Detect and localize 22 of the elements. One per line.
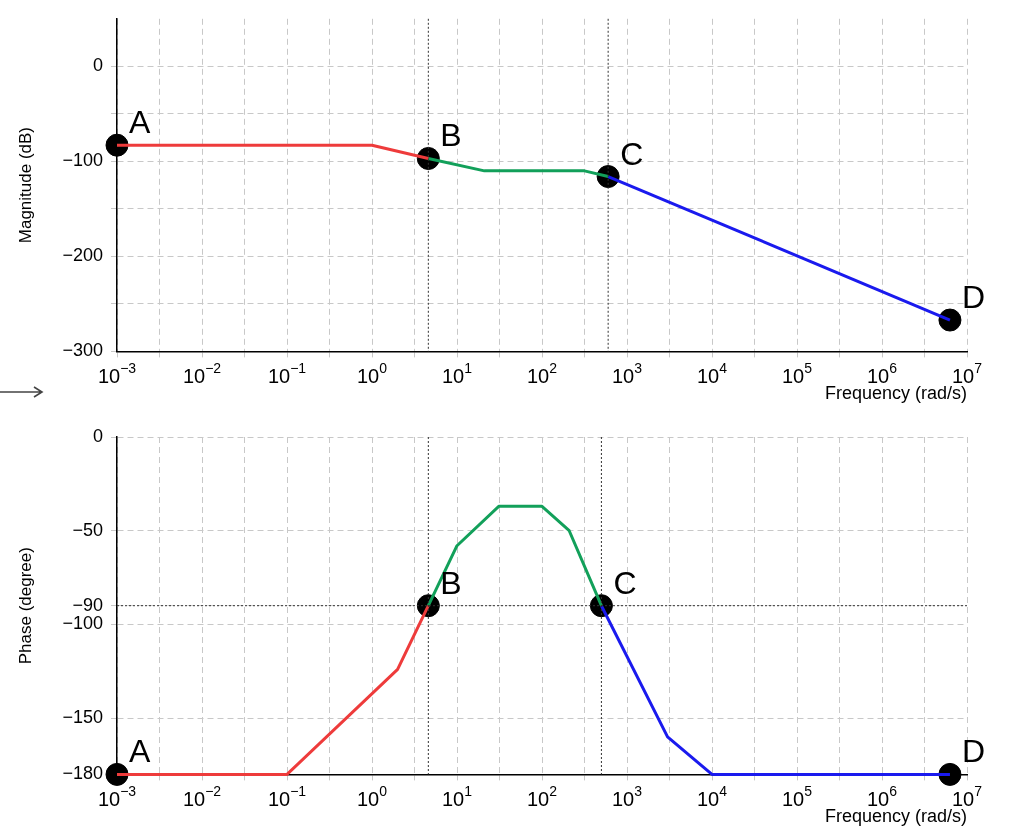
y-tick-label: −100: [62, 613, 103, 634]
annotation: B: [440, 564, 462, 601]
annotation: A: [129, 104, 151, 141]
annotation: B: [440, 117, 462, 154]
y-tick-label: 0: [92, 55, 103, 76]
y-tick-label: 0: [92, 425, 103, 446]
y-tick-label: −50: [72, 519, 103, 540]
y-tick-label: −150: [62, 707, 103, 728]
y-axis-title: Magnitude (dB): [15, 126, 35, 244]
annotation: D: [961, 733, 986, 770]
y-tick-label: −200: [62, 245, 103, 266]
annotation: C: [613, 564, 637, 601]
y-tick-label: −100: [62, 150, 103, 171]
x-axis-title: Frequency (rad/s): [824, 806, 967, 827]
y-tick-label: −180: [62, 763, 103, 784]
y-tick-label: −300: [62, 340, 103, 361]
annotation: D: [961, 279, 986, 316]
y-tick-label: −90: [72, 594, 103, 615]
annotation: C: [620, 135, 644, 172]
annotation: A: [129, 733, 151, 770]
x-axis-title: Frequency (rad/s): [824, 383, 967, 404]
y-axis-title: Phase (degree): [15, 547, 35, 665]
